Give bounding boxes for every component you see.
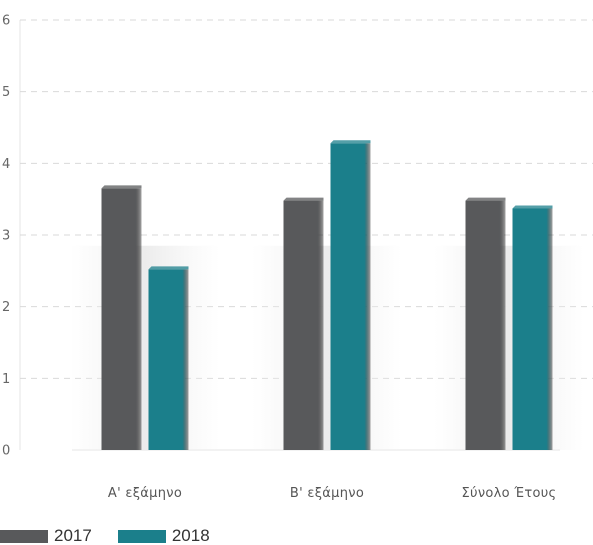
bar-2017 [465,200,506,450]
legend-item-2017: 2017 [0,527,92,545]
bar-2018 [512,208,553,450]
bar-top-bevel [512,205,553,209]
legend-swatch-2018 [117,529,166,543]
x-tick-label: Β' εξάμηνο [290,486,364,501]
bar-top-bevel [283,197,324,201]
legend-item-2018: 2018 [117,526,210,545]
bar-top-bevel [330,140,371,144]
y-tick-label: 6 [2,14,10,29]
y-tick-label: 2 [2,300,10,315]
bar-top-bevel [101,185,142,189]
y-tick-label: 5 [2,85,10,100]
x-tick-label: Α' εξάμηνο [108,486,182,501]
y-tick-label: 0 [2,444,10,459]
bar-2018 [330,143,371,450]
legend-label-2017: 2017 [54,526,92,545]
bar-2017 [101,188,142,450]
y-tick-label: 1 [2,372,10,387]
bar-shadow [252,245,402,450]
bar-2017 [283,200,324,450]
legend-label-2018: 2018 [171,526,210,545]
bar-top-bevel [148,266,189,270]
legend-swatch-2017 [0,529,48,543]
bar-shadow [434,245,584,450]
bar-shadow [70,245,220,450]
bar-2018 [148,269,189,450]
y-tick-label: 3 [2,229,10,244]
bar-top-bevel [465,197,506,201]
y-tick-label: 4 [2,157,10,172]
x-tick-label: Σύνολο Έτους [462,486,557,501]
legend: 2017 2018 [0,527,236,545]
